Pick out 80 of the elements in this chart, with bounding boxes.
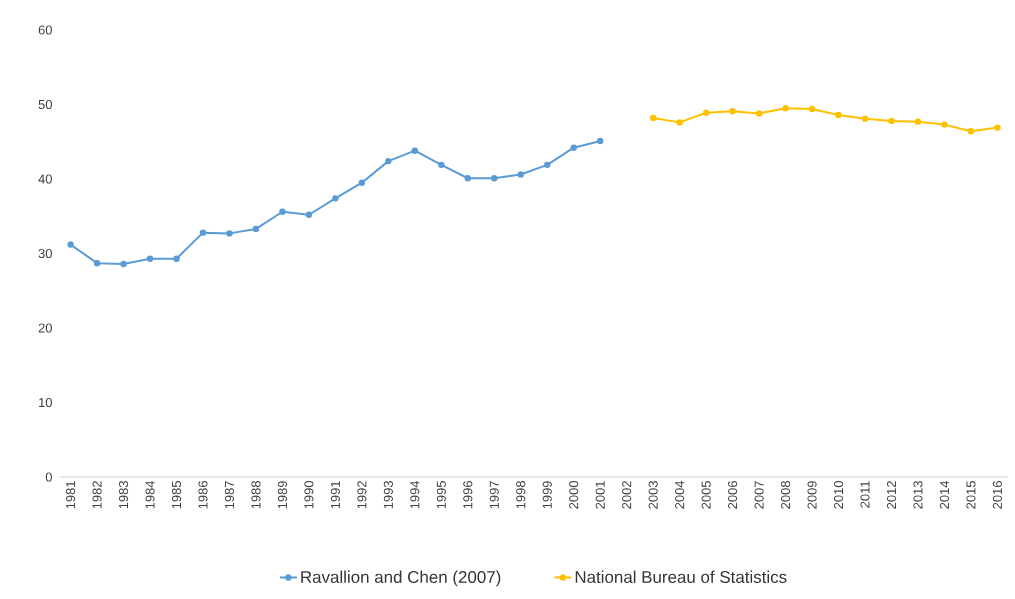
point xyxy=(941,121,948,128)
legend-label: National Bureau of Statistics xyxy=(575,570,787,584)
x-tick-label: 1991 xyxy=(330,481,340,509)
y-tick-label: 20 xyxy=(38,323,52,333)
x-tick-label: 2002 xyxy=(622,481,632,509)
point xyxy=(702,109,710,116)
point xyxy=(67,241,74,248)
point xyxy=(914,118,922,125)
point xyxy=(888,117,895,125)
point xyxy=(279,208,286,215)
x-tick-label: 2011 xyxy=(860,481,870,508)
point xyxy=(491,175,498,182)
x-tick-label: 1997 xyxy=(489,481,499,509)
point xyxy=(146,255,154,262)
y-tick-label: 10 xyxy=(39,397,52,408)
point xyxy=(173,255,180,262)
x-tick-label: 2015 xyxy=(966,481,976,509)
x-tick-label: 1996 xyxy=(463,481,473,509)
y-tick-label: 0 xyxy=(45,472,52,482)
point xyxy=(755,110,763,117)
x-tick-label: 1988 xyxy=(251,481,261,509)
x-tick-label: 1995 xyxy=(436,481,446,509)
point xyxy=(861,115,869,122)
x-tick-label: 2010 xyxy=(833,481,844,509)
x-tick-label: 2016 xyxy=(992,481,1002,509)
point xyxy=(544,161,551,169)
point xyxy=(411,147,419,154)
x-tick-label: 1992 xyxy=(357,481,367,509)
point xyxy=(835,111,842,119)
point xyxy=(570,144,577,151)
point xyxy=(676,119,683,126)
x-tick-label: 2014 xyxy=(939,480,950,509)
x-tick-label: 1993 xyxy=(383,481,393,509)
x-tick-label: 1990 xyxy=(304,481,314,509)
point xyxy=(226,230,233,237)
point xyxy=(597,137,604,145)
x-tick-label: 1999 xyxy=(542,481,552,509)
y-tick-label: 50 xyxy=(38,99,52,110)
point xyxy=(199,229,207,236)
x-tick-label: 1981 xyxy=(66,481,76,509)
point xyxy=(385,157,392,165)
point xyxy=(93,259,101,267)
x-tick-label: 1984 xyxy=(145,480,155,509)
point xyxy=(994,124,1001,131)
x-tick-label: 1987 xyxy=(224,481,235,509)
point xyxy=(517,171,524,178)
x-tick-label: 1998 xyxy=(516,481,526,509)
point xyxy=(967,128,975,135)
x-tick-label: 2012 xyxy=(886,481,897,509)
x-tick-label: 1994 xyxy=(410,480,420,509)
point xyxy=(782,105,789,112)
x-tick-label: 1982 xyxy=(92,481,102,509)
x-tick-label: 2008 xyxy=(780,481,791,509)
point xyxy=(332,195,339,202)
point xyxy=(358,179,366,186)
y-tick-label: 60 xyxy=(38,25,52,35)
x-tick-label: 2013 xyxy=(913,481,923,509)
x-tick-label: 2005 xyxy=(701,481,711,509)
x-tick-label: 2001 xyxy=(595,481,605,509)
x-tick-label: 2006 xyxy=(728,481,738,509)
y-tick-label: 40 xyxy=(38,174,52,184)
y-tick-label: 30 xyxy=(38,248,52,259)
point xyxy=(120,260,127,268)
x-tick-label: 1985 xyxy=(171,481,182,509)
x-tick-label: 1983 xyxy=(118,481,129,509)
point xyxy=(729,108,736,115)
legend-label: Ravallion and Chen (2007) xyxy=(301,570,501,587)
point xyxy=(438,161,445,169)
point xyxy=(808,105,816,113)
x-tick-label: 1986 xyxy=(198,481,208,509)
x-tick-label: 2004 xyxy=(675,480,685,509)
point xyxy=(649,114,657,122)
x-tick-label: 1989 xyxy=(277,481,288,509)
point xyxy=(305,211,313,218)
point xyxy=(464,175,471,182)
x-tick-label: 2003 xyxy=(648,481,658,509)
point xyxy=(252,225,260,233)
x-tick-label: 2000 xyxy=(569,481,579,509)
x-tick-label: 2007 xyxy=(754,481,764,509)
x-tick-label: 2009 xyxy=(807,481,817,509)
